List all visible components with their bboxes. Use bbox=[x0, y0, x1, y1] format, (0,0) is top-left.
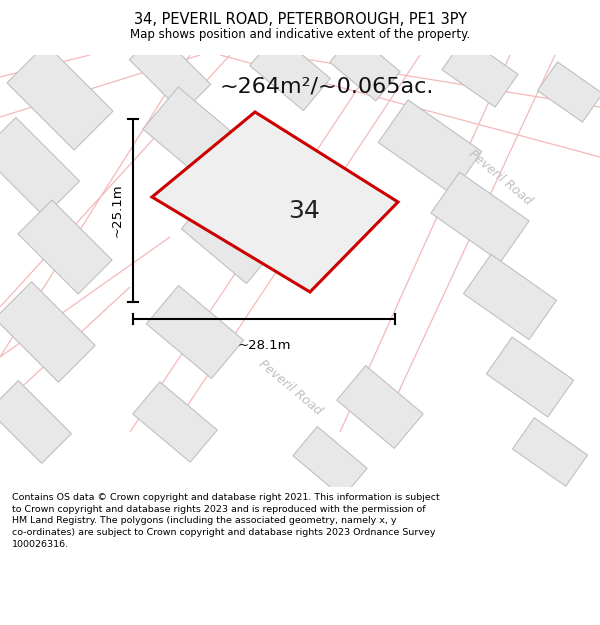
Text: Peveril Road: Peveril Road bbox=[256, 357, 324, 417]
Polygon shape bbox=[0, 118, 79, 216]
Polygon shape bbox=[0, 282, 95, 382]
Polygon shape bbox=[431, 172, 529, 262]
Polygon shape bbox=[293, 426, 367, 498]
Text: Map shows position and indicative extent of the property.: Map shows position and indicative extent… bbox=[130, 28, 470, 41]
Polygon shape bbox=[18, 200, 112, 294]
Polygon shape bbox=[152, 112, 398, 292]
Text: ~264m²/~0.065ac.: ~264m²/~0.065ac. bbox=[220, 77, 434, 97]
Polygon shape bbox=[538, 62, 600, 122]
Polygon shape bbox=[463, 254, 557, 339]
Polygon shape bbox=[330, 33, 400, 101]
Polygon shape bbox=[487, 337, 574, 417]
Polygon shape bbox=[146, 286, 244, 379]
Polygon shape bbox=[130, 31, 211, 112]
Polygon shape bbox=[442, 37, 518, 107]
Text: ~25.1m: ~25.1m bbox=[110, 184, 124, 238]
Text: 34, PEVERIL ROAD, PETERBOROUGH, PE1 3PY: 34, PEVERIL ROAD, PETERBOROUGH, PE1 3PY bbox=[133, 12, 467, 27]
Polygon shape bbox=[0, 381, 71, 463]
Polygon shape bbox=[512, 418, 587, 486]
Polygon shape bbox=[250, 33, 331, 111]
Polygon shape bbox=[181, 191, 278, 284]
Text: ~28.1m: ~28.1m bbox=[237, 339, 291, 352]
Polygon shape bbox=[378, 100, 482, 194]
Text: 34: 34 bbox=[288, 199, 320, 222]
Text: Peveril Road: Peveril Road bbox=[466, 147, 534, 207]
Polygon shape bbox=[7, 44, 113, 150]
Polygon shape bbox=[337, 366, 423, 448]
Polygon shape bbox=[133, 382, 217, 462]
Text: Contains OS data © Crown copyright and database right 2021. This information is : Contains OS data © Crown copyright and d… bbox=[12, 493, 440, 549]
Polygon shape bbox=[143, 87, 247, 187]
